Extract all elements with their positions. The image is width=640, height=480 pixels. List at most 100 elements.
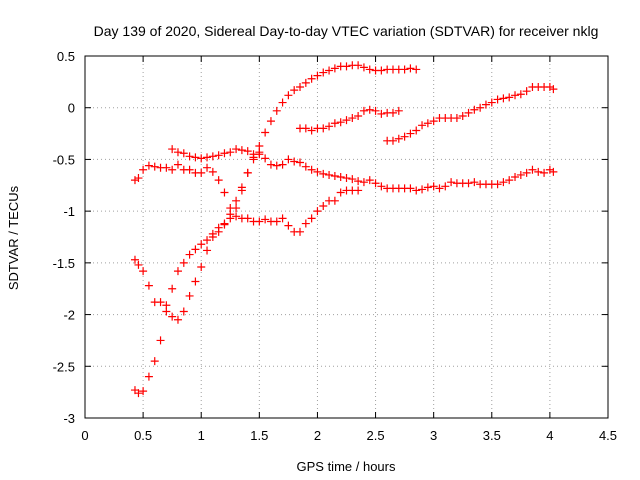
data-point: [313, 167, 322, 176]
data-point: [348, 175, 357, 184]
data-point: [278, 160, 287, 169]
data-point: [336, 188, 345, 197]
y-tick-label: 0.5: [57, 49, 75, 64]
x-axis-label: GPS time / hours: [297, 459, 396, 474]
data-point: [388, 108, 397, 117]
data-point: [134, 389, 143, 398]
data-point: [168, 165, 177, 174]
data-point: [301, 219, 310, 228]
data-point: [162, 301, 171, 310]
data-point: [272, 106, 281, 115]
data-point: [261, 128, 270, 137]
data-point: [208, 229, 217, 238]
data-point: [237, 146, 246, 155]
data-point: [400, 65, 409, 74]
data-point: [220, 149, 229, 158]
data-point: [214, 176, 223, 185]
data-point: [406, 129, 415, 138]
data-point: [441, 182, 450, 191]
data-point: [130, 176, 139, 185]
data-point: [418, 185, 427, 194]
data-point: [255, 150, 264, 159]
axis-ticks: [84, 55, 609, 419]
data-point: [406, 64, 415, 73]
data-point: [266, 160, 275, 169]
y-tick-label: -0.5: [53, 152, 75, 167]
x-tick-label: 2: [314, 428, 321, 443]
data-point: [342, 174, 351, 183]
data-point: [545, 83, 554, 92]
data-point: [325, 122, 334, 131]
data-point: [191, 153, 200, 162]
data-point: [464, 108, 473, 117]
data-point: [168, 312, 177, 321]
data-point: [173, 267, 182, 276]
data-point: [412, 186, 421, 195]
data-point: [406, 184, 415, 193]
data-point: [377, 66, 386, 75]
data-point: [371, 179, 380, 188]
data-point: [325, 66, 334, 75]
data-point: [511, 91, 520, 100]
data-point: [139, 165, 148, 174]
data-point: [301, 78, 310, 87]
data-point: [429, 117, 438, 126]
data-point: [534, 167, 543, 176]
data-point: [134, 174, 143, 183]
data-point: [220, 188, 229, 197]
data-point: [330, 119, 339, 128]
data-point: [418, 121, 427, 130]
data-point: [203, 236, 212, 245]
data-point: [173, 148, 182, 157]
data-point: [243, 214, 252, 223]
data-point: [423, 183, 432, 192]
data-point: [354, 177, 363, 186]
grid: [85, 56, 608, 418]
data-point: [261, 215, 270, 224]
y-tick-label: -3: [63, 411, 75, 426]
y-tick-label: -2: [63, 308, 75, 323]
data-point: [499, 178, 508, 187]
data-point: [162, 163, 171, 172]
data-point: [354, 111, 363, 120]
x-tick-label: 2.5: [367, 428, 385, 443]
data-point: [549, 85, 558, 94]
data-point: [412, 126, 421, 135]
data-point: [243, 147, 252, 156]
data-point: [342, 116, 351, 125]
data-point: [150, 162, 159, 171]
x-tick-label: 4: [546, 428, 553, 443]
data-point: [540, 168, 549, 177]
data-point: [342, 62, 351, 71]
data-point: [330, 196, 339, 205]
data-point: [266, 117, 275, 126]
data-point: [173, 160, 182, 169]
data-point: [296, 158, 305, 167]
series-track-F: [383, 83, 558, 145]
data-point: [296, 83, 305, 92]
y-tick-label: -1: [63, 204, 75, 219]
data-point: [220, 219, 229, 228]
data-point: [237, 186, 246, 195]
data-point: [272, 161, 281, 170]
axis-tick-labels: 0 0.5 1 1.5 2 2.5 3 3.5 4 4.5 -3 -2.5 -2 -1.5 -1 -0.5 0 0…: [53, 49, 617, 443]
x-tick-label: 1: [198, 428, 205, 443]
data-point: [505, 93, 514, 102]
data-point: [197, 262, 206, 271]
data-point: [348, 114, 357, 123]
data-point: [522, 87, 531, 96]
data-point: [470, 105, 479, 114]
x-tick-label: 3.5: [483, 428, 501, 443]
data-point: [365, 176, 374, 185]
data-point: [203, 163, 212, 172]
data-point: [319, 68, 328, 77]
data-point: [144, 281, 153, 290]
data-point: [156, 298, 165, 307]
data-point: [243, 168, 252, 177]
data-point: [139, 387, 148, 396]
data-point: [203, 153, 212, 162]
data-point: [481, 100, 490, 109]
data-point: [168, 145, 177, 154]
data-point: [255, 217, 264, 226]
data-point: [499, 94, 508, 103]
